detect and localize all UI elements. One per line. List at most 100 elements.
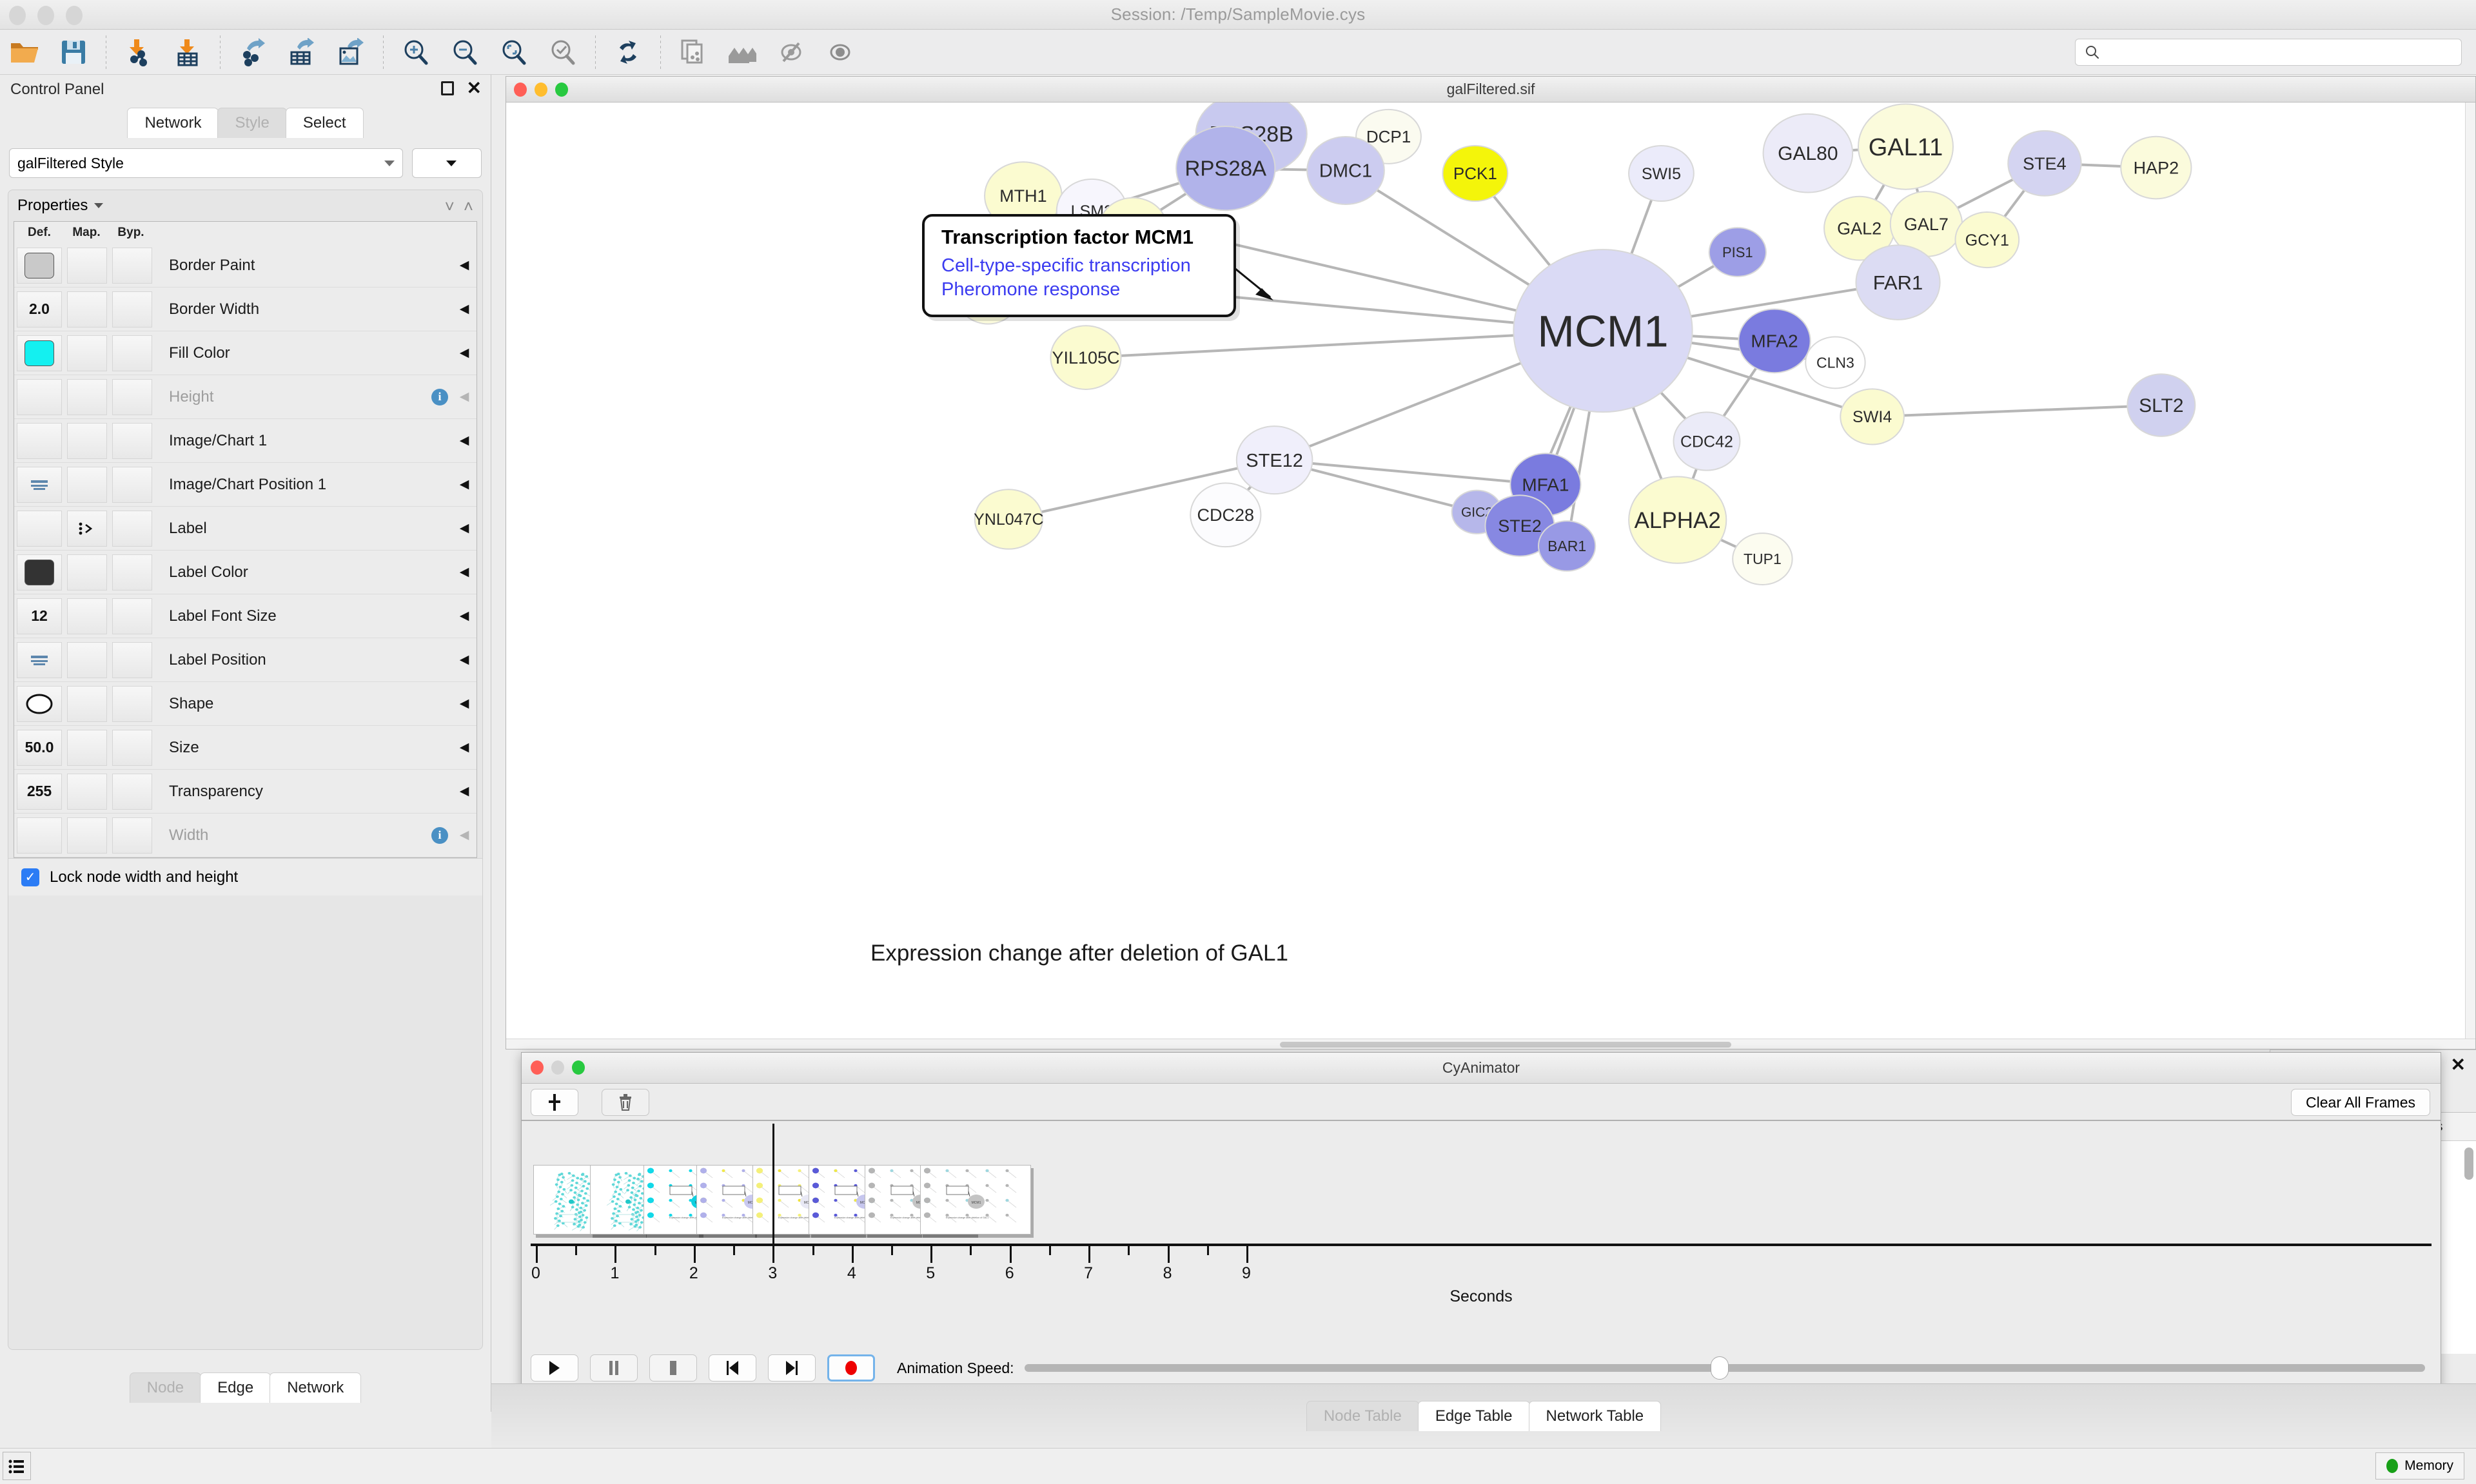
network-node[interactable]: TUP1 <box>1732 532 1793 585</box>
property-default-cell[interactable] <box>17 247 62 284</box>
chevron-left-icon[interactable]: ◀ <box>459 828 469 842</box>
chevron-left-icon[interactable]: ◀ <box>459 522 469 535</box>
network-canvas[interactable]: RPS28BDCP1RPS28ADMC1PCK1SWI5GAL80GAL11ST… <box>506 103 2475 1049</box>
network-node[interactable]: MFA2 <box>1738 308 1811 374</box>
style-select[interactable]: galFiltered Style <box>9 148 403 178</box>
export-table-icon[interactable] <box>277 32 326 72</box>
chevron-left-icon[interactable]: ◀ <box>459 697 469 710</box>
tab-network[interactable]: Network <box>127 108 219 138</box>
network-node[interactable]: MCM1 <box>1513 249 1693 413</box>
save-icon[interactable] <box>49 32 98 72</box>
zoom-out-icon[interactable] <box>440 32 489 72</box>
maximize-window-button[interactable] <box>66 6 83 25</box>
network-node[interactable]: STE4 <box>2007 130 2082 197</box>
chevron-left-icon[interactable]: ◀ <box>459 434 469 447</box>
property-bypass-cell[interactable] <box>112 817 152 854</box>
mcm1-annotation-callout[interactable]: Transcription factor MCM1 Cell-type-spec… <box>922 214 1236 318</box>
network-vertical-scrollbar[interactable] <box>2465 103 2475 1039</box>
property-mapping-cell[interactable] <box>67 510 107 547</box>
close-icon[interactable]: ✕ <box>2450 1055 2466 1075</box>
property-row[interactable]: Label Position ◀ <box>14 638 477 682</box>
network-node[interactable]: YNL047C <box>974 489 1044 550</box>
animation-speed-slider[interactable] <box>1024 1356 2425 1380</box>
property-row[interactable]: Label ◀ <box>14 507 477 551</box>
property-default-cell[interactable]: 12 <box>17 598 62 634</box>
network-node[interactable]: DMC1 <box>1306 136 1385 206</box>
property-bypass-cell[interactable] <box>112 641 152 678</box>
slider-knob[interactable] <box>1711 1356 1729 1380</box>
chevron-left-icon[interactable]: ◀ <box>459 259 469 272</box>
network-node[interactable]: GCY1 <box>1954 211 2020 269</box>
export-network-icon[interactable] <box>228 32 277 72</box>
refresh-icon[interactable] <box>604 32 653 72</box>
zoom-fit-icon[interactable] <box>489 32 538 72</box>
network-node[interactable]: CDC28 <box>1190 482 1262 548</box>
property-mapping-cell[interactable] <box>67 817 107 854</box>
property-default-cell[interactable] <box>17 641 62 678</box>
property-bypass-cell[interactable] <box>112 378 152 415</box>
property-bypass-cell[interactable] <box>112 510 152 547</box>
property-mapping-cell[interactable] <box>67 335 107 371</box>
network-node[interactable]: ALPHA2 <box>1628 476 1727 564</box>
destroy-network-icon[interactable] <box>718 32 767 72</box>
chevron-left-icon[interactable]: ◀ <box>459 785 469 798</box>
property-mapping-cell[interactable] <box>67 598 107 634</box>
property-row[interactable]: 12 Label Font Size ◀ <box>14 594 477 638</box>
network-node[interactable]: PCK1 <box>1442 144 1509 202</box>
search-box[interactable] <box>2075 39 2462 66</box>
import-table-icon[interactable] <box>163 32 212 72</box>
network-node[interactable]: CLN3 <box>1805 336 1866 389</box>
property-default-cell[interactable] <box>17 378 62 415</box>
tab-edge[interactable]: Edge <box>200 1372 271 1403</box>
property-row[interactable]: Shape ◀ <box>14 682 477 726</box>
property-mapping-cell[interactable] <box>67 773 107 810</box>
property-default-cell[interactable] <box>17 510 62 547</box>
network-node[interactable]: STE12 <box>1235 425 1313 495</box>
property-default-cell[interactable]: 50.0 <box>17 729 62 766</box>
network-node[interactable]: STE2 <box>1484 494 1555 557</box>
maximize-network-button[interactable] <box>555 83 568 97</box>
add-frame-button[interactable] <box>531 1089 578 1116</box>
property-bypass-cell[interactable] <box>112 554 152 591</box>
zoom-in-icon[interactable] <box>391 32 440 72</box>
open-folder-icon[interactable] <box>0 32 49 72</box>
network-edge[interactable] <box>1274 458 1546 486</box>
export-image-icon[interactable] <box>326 32 375 72</box>
property-row[interactable]: 255 Transparency ◀ <box>14 770 477 814</box>
close-icon[interactable]: ✕ <box>466 78 482 98</box>
property-bypass-cell[interactable] <box>112 422 152 459</box>
tab-network-table[interactable]: Network Table <box>1528 1401 1662 1431</box>
timeline-playhead[interactable] <box>772 1124 775 1244</box>
cyanimator-window-controls[interactable] <box>531 1060 585 1075</box>
property-bypass-cell[interactable] <box>112 466 152 503</box>
record-button[interactable] <box>827 1354 875 1381</box>
tab-node[interactable]: Node <box>129 1372 202 1403</box>
property-row[interactable]: Label Color ◀ <box>14 551 477 594</box>
chevron-left-icon[interactable]: ◀ <box>459 346 469 360</box>
property-default-cell[interactable] <box>17 817 62 854</box>
chevron-left-icon[interactable]: ◀ <box>459 741 469 754</box>
property-default-cell[interactable] <box>17 685 62 722</box>
property-mapping-cell[interactable] <box>67 247 107 284</box>
property-row[interactable]: Image/Chart Position 1 ◀ <box>14 463 477 507</box>
property-row[interactable]: Fill Color ◀ <box>14 331 477 375</box>
property-bypass-cell[interactable] <box>112 685 152 722</box>
minimize-cyanimator-button[interactable] <box>551 1060 564 1075</box>
property-bypass-cell[interactable] <box>112 773 152 810</box>
show-all-icon[interactable] <box>816 32 865 72</box>
stop-button[interactable] <box>649 1354 697 1381</box>
network-node[interactable]: GAL80 <box>1762 113 1854 193</box>
network-node[interactable]: BAR1 <box>1538 520 1597 572</box>
clear-all-frames-button[interactable]: Clear All Frames <box>2291 1089 2430 1116</box>
chevron-left-icon[interactable]: ◀ <box>459 478 469 491</box>
table-vertical-scrollbar[interactable] <box>2463 1141 2475 1386</box>
info-icon[interactable]: i <box>431 826 448 844</box>
network-horizontal-scrollbar[interactable] <box>506 1039 2475 1049</box>
network-node[interactable]: FAR1 <box>1855 244 1941 320</box>
color-swatch[interactable] <box>25 252 54 278</box>
network-node[interactable]: RPS28A <box>1175 126 1276 211</box>
property-row[interactable]: Image/Chart 1 ◀ <box>14 419 477 463</box>
network-graph[interactable]: RPS28BDCP1RPS28ADMC1PCK1SWI5GAL80GAL11ST… <box>506 103 2475 1049</box>
property-bypass-cell[interactable] <box>112 247 152 284</box>
property-row[interactable]: 2.0 Border Width ◀ <box>14 288 477 331</box>
